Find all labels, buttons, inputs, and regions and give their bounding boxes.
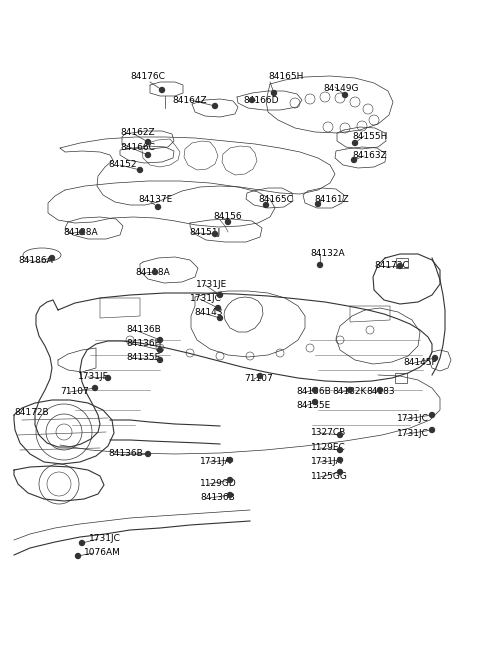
Circle shape <box>156 204 160 210</box>
Circle shape <box>217 316 223 320</box>
Text: 1731JC: 1731JC <box>89 534 121 543</box>
Circle shape <box>137 168 143 172</box>
Text: 1731JC: 1731JC <box>190 294 222 303</box>
Circle shape <box>216 305 220 310</box>
Text: 84152: 84152 <box>108 160 136 169</box>
Circle shape <box>217 293 223 297</box>
Text: 84128A: 84128A <box>63 228 97 237</box>
Circle shape <box>430 413 434 417</box>
Circle shape <box>228 477 232 483</box>
Text: 1076AM: 1076AM <box>84 548 121 557</box>
Text: 84132A: 84132A <box>310 249 345 258</box>
Text: 71107: 71107 <box>244 374 273 383</box>
Text: 1129GD: 1129GD <box>200 479 237 488</box>
Circle shape <box>352 141 358 145</box>
Circle shape <box>226 219 230 225</box>
Text: 84172C: 84172C <box>374 261 409 270</box>
Text: 84186A: 84186A <box>18 256 53 265</box>
Text: 1731JC: 1731JC <box>397 414 429 423</box>
Text: 84166D: 84166D <box>243 96 278 105</box>
Circle shape <box>157 348 163 352</box>
Text: 84135E: 84135E <box>126 353 160 362</box>
Text: 84136B: 84136B <box>108 449 143 458</box>
Text: 1731JA: 1731JA <box>311 457 343 466</box>
Circle shape <box>145 451 151 457</box>
Circle shape <box>106 375 110 381</box>
Circle shape <box>213 231 217 236</box>
Text: 1731JC: 1731JC <box>397 429 429 438</box>
Text: 84136B: 84136B <box>296 387 331 396</box>
Text: 84183: 84183 <box>366 387 395 396</box>
Text: 1327CB: 1327CB <box>311 428 346 437</box>
Text: 84136B: 84136B <box>200 493 235 502</box>
Text: 84176C: 84176C <box>130 72 165 81</box>
Circle shape <box>257 373 263 379</box>
Text: 84136B: 84136B <box>126 325 161 334</box>
Circle shape <box>351 157 357 162</box>
Circle shape <box>272 90 276 96</box>
Text: 1129EC: 1129EC <box>311 443 346 452</box>
Circle shape <box>228 457 232 462</box>
Circle shape <box>145 153 151 157</box>
Text: 84136H: 84136H <box>126 339 161 348</box>
Circle shape <box>93 386 97 390</box>
Text: 84145F: 84145F <box>403 358 437 367</box>
Text: 1125GG: 1125GG <box>311 472 348 481</box>
Text: 84143: 84143 <box>194 308 223 317</box>
Circle shape <box>157 337 163 343</box>
Circle shape <box>159 88 165 92</box>
Circle shape <box>80 540 84 546</box>
Text: 84137E: 84137E <box>138 195 172 204</box>
Text: 1731JA: 1731JA <box>200 457 232 466</box>
Circle shape <box>157 358 163 362</box>
Text: 1731JE: 1731JE <box>196 280 227 289</box>
Circle shape <box>213 103 217 109</box>
Text: 84162Z: 84162Z <box>120 128 155 137</box>
Circle shape <box>317 263 323 267</box>
Circle shape <box>228 493 232 498</box>
Text: 84135E: 84135E <box>296 401 330 410</box>
Circle shape <box>348 388 352 392</box>
Text: 84182K: 84182K <box>332 387 366 396</box>
Text: 84166C: 84166C <box>120 143 155 152</box>
Circle shape <box>343 92 348 98</box>
Text: 84155H: 84155H <box>352 132 387 141</box>
Circle shape <box>312 388 317 392</box>
Circle shape <box>337 470 343 474</box>
Circle shape <box>337 447 343 453</box>
Circle shape <box>312 400 317 405</box>
Circle shape <box>315 202 321 206</box>
Text: 84118A: 84118A <box>135 268 170 277</box>
Circle shape <box>337 457 343 462</box>
Circle shape <box>153 269 157 274</box>
Text: 84163Z: 84163Z <box>352 151 387 160</box>
Circle shape <box>337 432 343 438</box>
Circle shape <box>75 553 81 559</box>
Circle shape <box>397 263 403 269</box>
Circle shape <box>145 140 151 145</box>
Text: 84164Z: 84164Z <box>172 96 206 105</box>
Circle shape <box>264 202 268 208</box>
Circle shape <box>80 229 84 234</box>
Bar <box>396 258 408 268</box>
Text: 84151J: 84151J <box>189 228 220 237</box>
Circle shape <box>250 98 254 102</box>
Text: 84161Z: 84161Z <box>314 195 349 204</box>
Text: 71107: 71107 <box>60 387 89 396</box>
Circle shape <box>430 428 434 432</box>
Circle shape <box>432 356 437 360</box>
Bar <box>395 373 407 383</box>
Text: 84165C: 84165C <box>258 195 293 204</box>
Text: 84172B: 84172B <box>14 408 48 417</box>
Circle shape <box>49 255 55 261</box>
Text: 84165H: 84165H <box>268 72 303 81</box>
Text: 84149G: 84149G <box>323 84 359 93</box>
Text: 84156: 84156 <box>213 212 241 221</box>
Text: 1731JF: 1731JF <box>78 372 109 381</box>
Circle shape <box>377 388 383 392</box>
